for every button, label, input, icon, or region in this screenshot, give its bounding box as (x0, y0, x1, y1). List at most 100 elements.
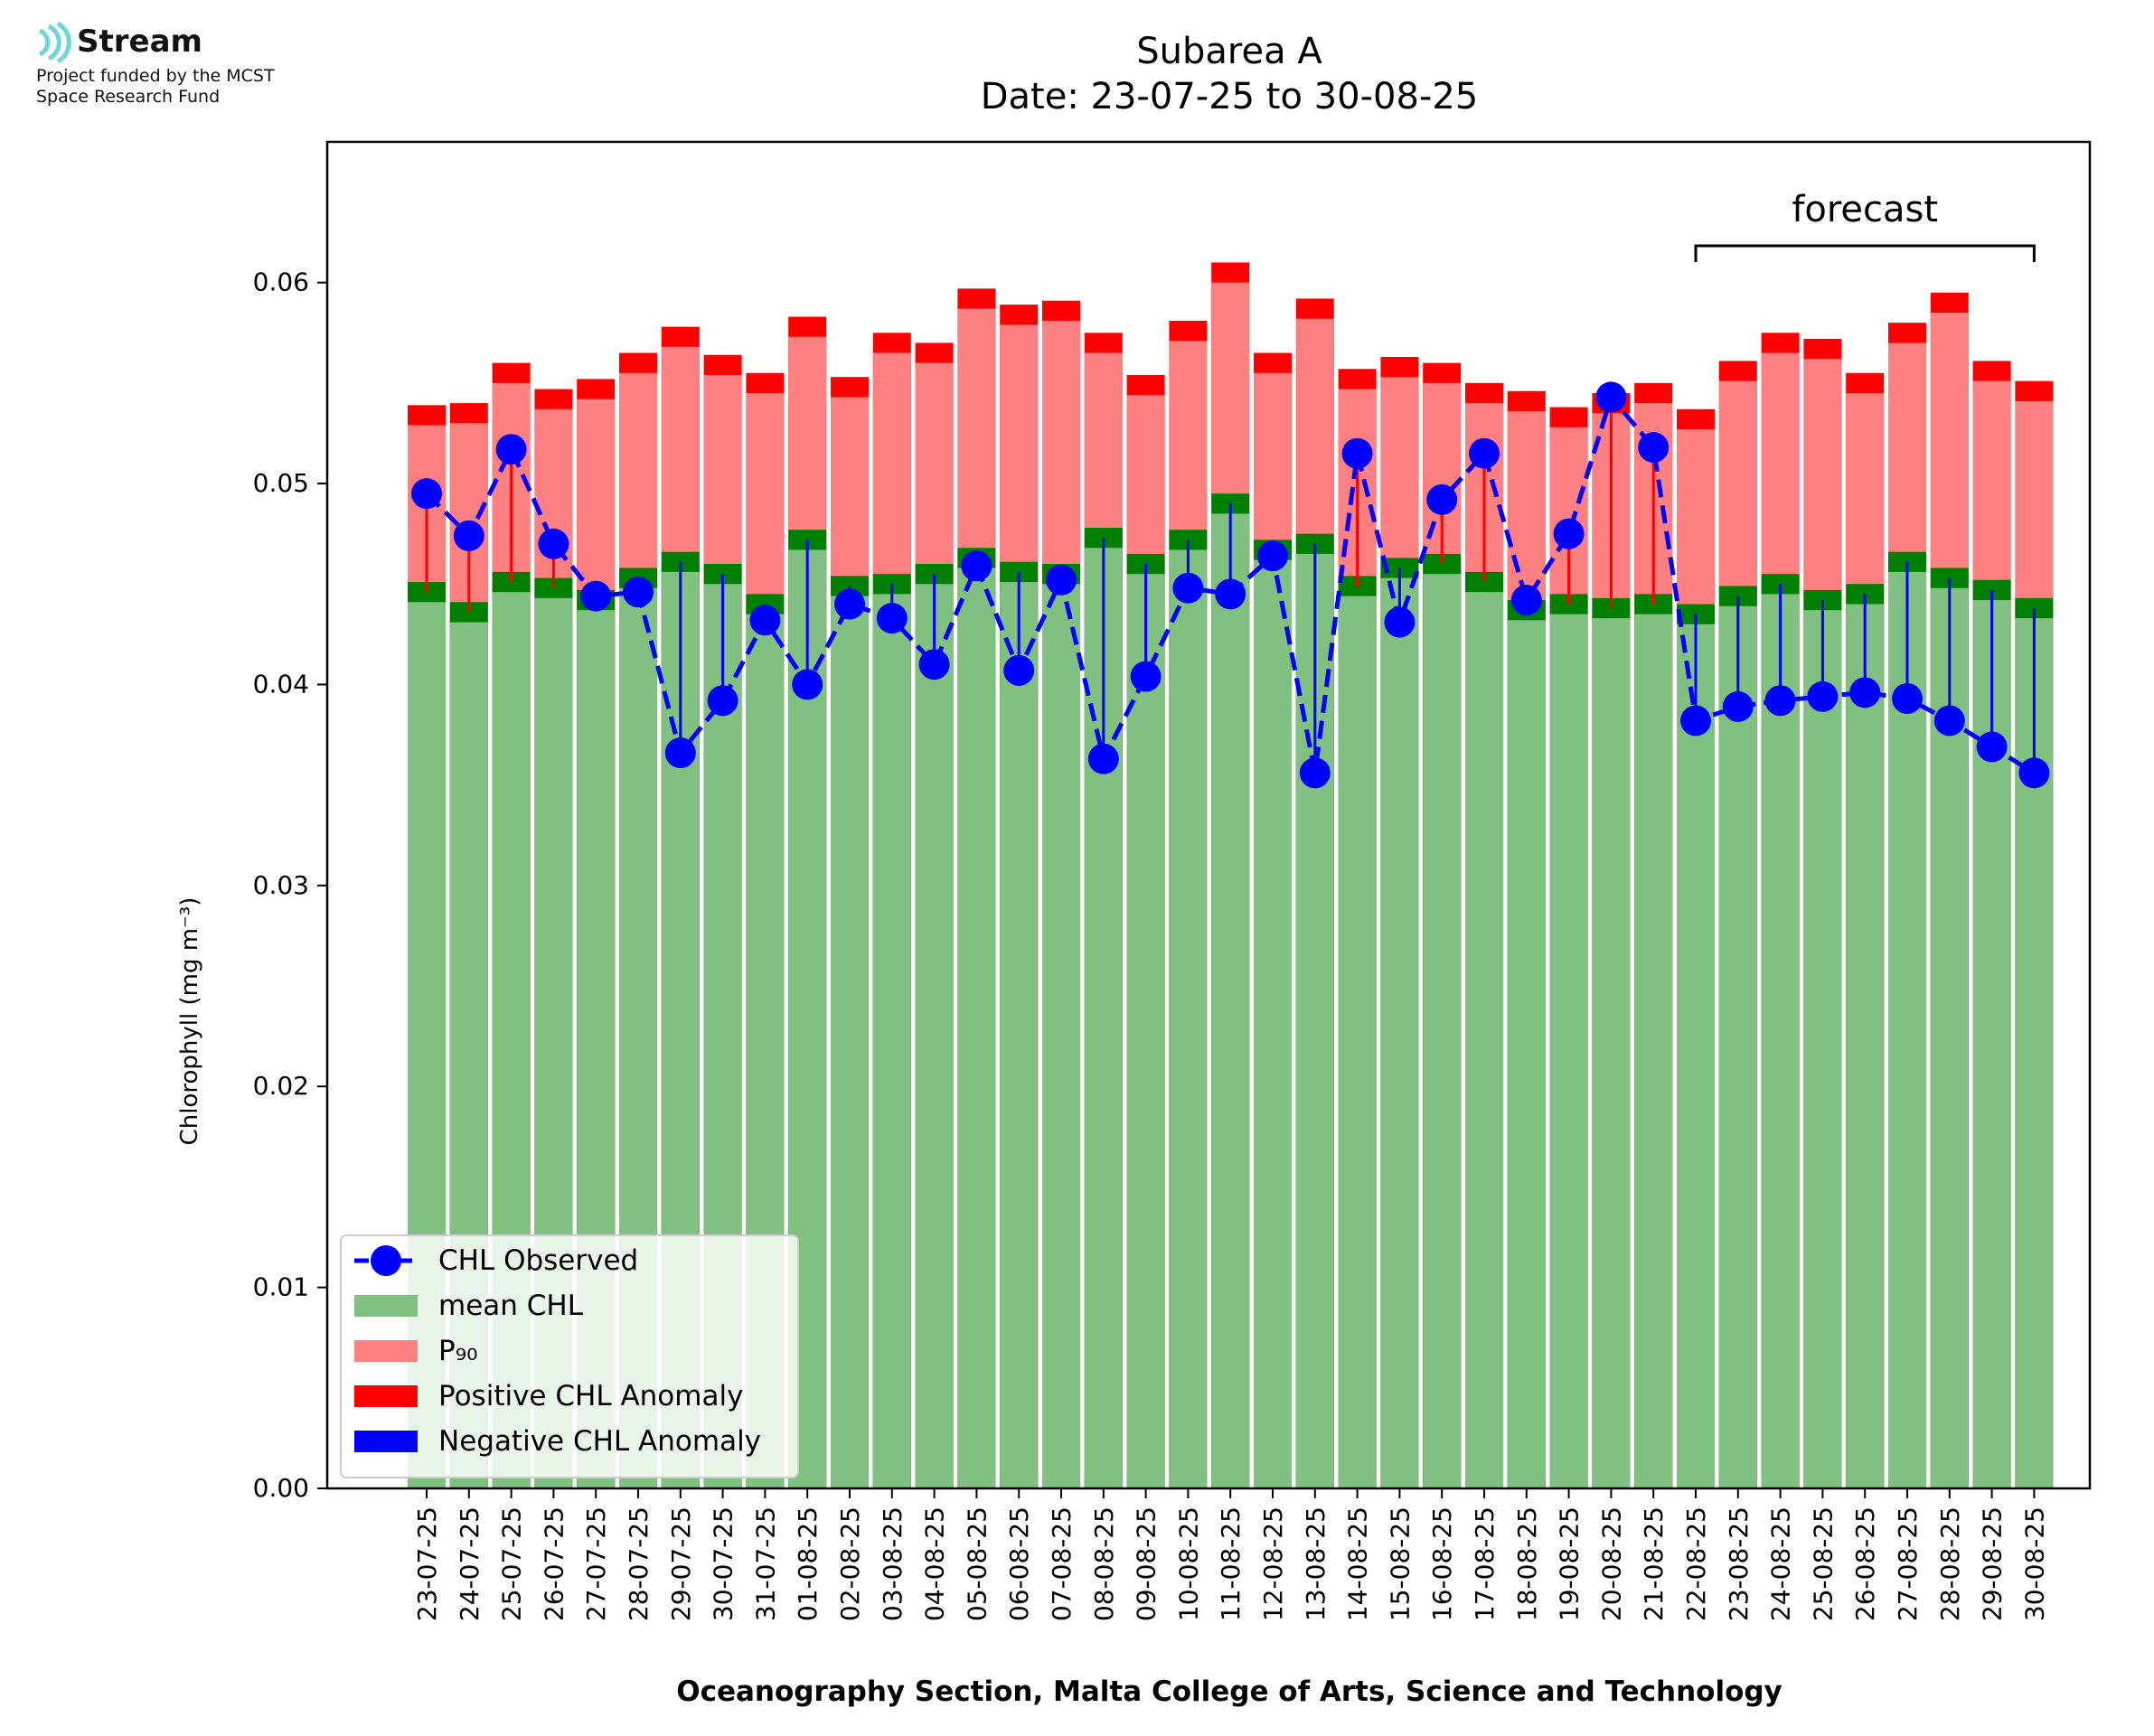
x-tick-label: 20-08-25 (1596, 1506, 1626, 1621)
mean-bar (1380, 577, 1419, 1488)
chl-observed-point (664, 737, 696, 769)
x-tick-label: 29-08-25 (1978, 1506, 2008, 1621)
chl-observed-point (1976, 731, 2008, 763)
chl-observed-point (918, 649, 950, 680)
mean-bar (1930, 587, 1969, 1488)
mean-bar (1846, 604, 1885, 1488)
chl-observed-point (1510, 585, 1542, 616)
mean-bar (872, 594, 911, 1488)
x-tick-label: 17-08-25 (1470, 1506, 1500, 1621)
mean-bar (1507, 620, 1546, 1488)
chl-observed-point (1764, 685, 1796, 717)
chl-observed-point (792, 669, 823, 700)
chl-observed-point (1892, 683, 1923, 715)
plot-frame (325, 140, 2092, 1490)
x-axis-label: Oceanography Section, Malta College of A… (676, 1675, 1782, 1708)
x-tick-label: 29-07-25 (666, 1506, 696, 1621)
x-tick-label: 14-08-25 (1343, 1506, 1373, 1621)
chl-observed-point (749, 605, 781, 636)
chl-observed-point (1257, 540, 1288, 572)
mean-bar (831, 596, 869, 1488)
x-tick-label: 16-08-25 (1427, 1506, 1457, 1621)
y-tick-label: 0.05 (253, 468, 309, 498)
x-tick-label: 24-07-25 (455, 1506, 484, 1621)
x-tick-label: 23-08-25 (1724, 1506, 1754, 1621)
chl-observed-point (495, 434, 527, 465)
x-tick-label: 08-08-25 (1089, 1506, 1119, 1621)
x-tick-label: 26-07-25 (539, 1506, 569, 1621)
mean-bar (1338, 596, 1377, 1488)
chl-observed-point (453, 520, 484, 551)
x-tick-label: 22-08-25 (1681, 1506, 1711, 1621)
legend-swatch (354, 1340, 418, 1362)
mean-bar (1718, 605, 1757, 1488)
x-tick-label: 24-08-25 (1766, 1506, 1796, 1621)
legend-swatch (354, 1431, 418, 1452)
chl-observed-point (1469, 437, 1500, 469)
chl-observed-point (1299, 757, 1331, 789)
chl-observed-point (1807, 680, 1839, 712)
chl-observed-point (876, 603, 908, 634)
mean-bar (1211, 513, 1250, 1488)
y-tick-label: 0.06 (253, 267, 309, 297)
x-tick-label: 26-08-25 (1850, 1506, 1880, 1621)
x-tick-label: 12-08-25 (1258, 1506, 1288, 1621)
x-tick-label: 30-07-25 (709, 1506, 738, 1621)
chl-observed-point (538, 528, 569, 559)
legend-label: mean CHL (438, 1290, 584, 1322)
chl-observed-point (1172, 572, 1204, 604)
y-axis-label: Chlorophyll (mg m⁻³) (176, 897, 203, 1146)
chl-observed-point (1595, 381, 1627, 413)
mean-bar (1465, 592, 1503, 1488)
y-tick-label: 0.04 (253, 669, 309, 699)
chart-title: Subarea A (1136, 31, 1322, 72)
chl-observed-point (961, 550, 992, 582)
mean-bar (915, 584, 954, 1488)
x-tick-label: 21-08-25 (1639, 1506, 1669, 1621)
chl-observed-point (834, 588, 865, 620)
y-tick-label: 0.02 (253, 1071, 309, 1101)
mean-bar (1169, 549, 1208, 1488)
x-tick-label: 15-08-25 (1385, 1506, 1415, 1621)
logo-funding-line-1: Project funded by the MCST (36, 66, 275, 86)
chl-observed-point (1933, 705, 1965, 737)
x-tick-label: 27-07-25 (581, 1506, 611, 1621)
legend-box (340, 1234, 799, 1478)
mean-bar (1126, 574, 1165, 1488)
x-tick-label: 09-08-25 (1132, 1506, 1162, 1621)
legend-label: Positive CHL Anomaly (438, 1380, 743, 1412)
chl-observed-point (580, 580, 612, 612)
mean-bar (1254, 559, 1292, 1488)
x-tick-label: 06-08-25 (1004, 1506, 1034, 1621)
x-tick-label: 03-08-25 (878, 1506, 908, 1621)
x-tick-label: 07-08-25 (1047, 1506, 1077, 1621)
x-tick-label: 30-08-25 (2019, 1506, 2049, 1621)
mean-bar (1592, 618, 1631, 1488)
x-tick-label: 11-08-25 (1216, 1506, 1246, 1621)
chl-observed-point (1046, 564, 1077, 596)
mean-bar (1634, 614, 1673, 1488)
chl-observed-point (2018, 757, 2050, 789)
chl-observed-point (1722, 690, 1754, 722)
x-tick-label: 25-08-25 (1808, 1506, 1838, 1621)
legend-label: Negative CHL Anomaly (438, 1425, 761, 1458)
mean-bar (1549, 614, 1588, 1488)
chl-observed-point (1638, 432, 1670, 464)
x-tick-label: 05-08-25 (962, 1506, 992, 1621)
mean-bar (1803, 610, 1842, 1488)
mean-bar (1677, 624, 1715, 1488)
chl-observed-point (1680, 705, 1711, 737)
chl-observed-point (1341, 437, 1373, 469)
x-tick-label: 23-07-25 (412, 1506, 442, 1621)
x-tick-label: 13-08-25 (1301, 1506, 1331, 1621)
x-tick-label: 18-08-25 (1512, 1506, 1542, 1621)
legend-label: P₉₀ (438, 1335, 478, 1367)
chl-observed-point (1215, 578, 1246, 610)
mean-bar (1761, 594, 1800, 1488)
chl-observed-point (1003, 654, 1035, 686)
chl-observed-point (1553, 518, 1585, 549)
mean-bar (1423, 574, 1462, 1488)
logo-name: Stream (77, 23, 202, 60)
x-tick-label: 31-07-25 (750, 1506, 780, 1621)
legend-label: CHL Observed (438, 1244, 638, 1277)
